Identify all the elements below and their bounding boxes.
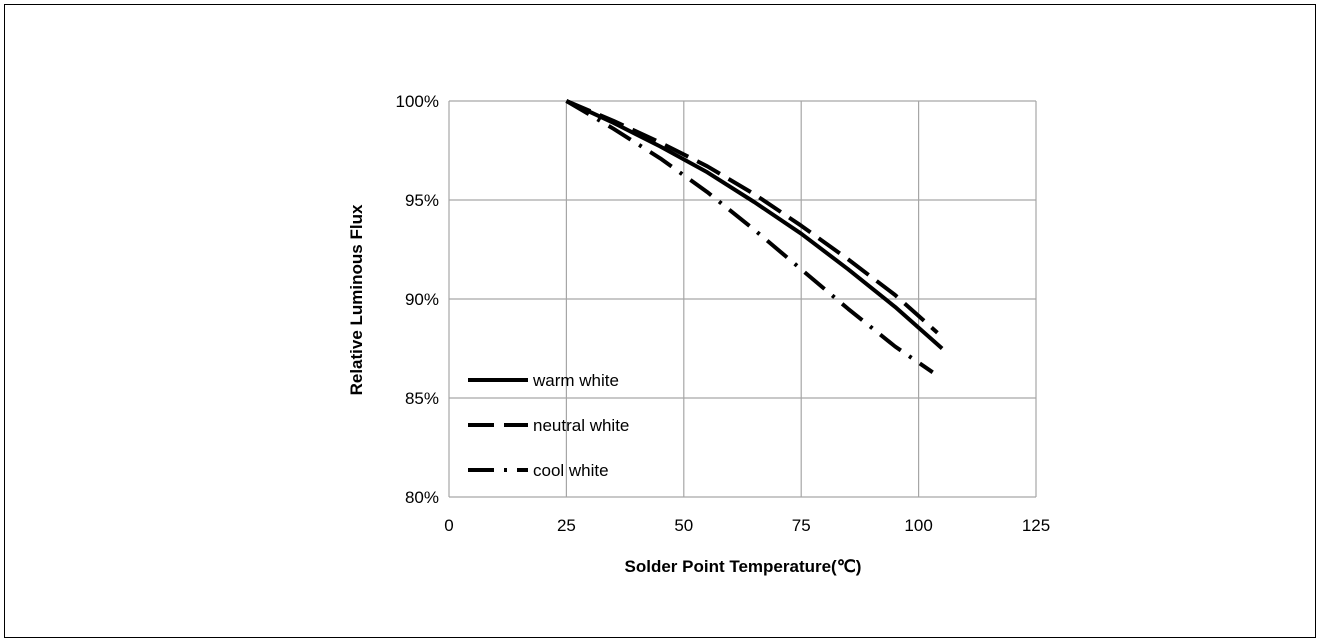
series-line-neutral-white [565, 99, 939, 335]
x-tick-label: 125 [1022, 516, 1050, 535]
y-tick-label: 80% [405, 488, 439, 507]
y-tick-labels: 80% 85% 90% 95% 100% [396, 92, 439, 507]
x-tick-label: 50 [674, 516, 693, 535]
y-tick-label: 90% [405, 290, 439, 309]
y-axis-title: Relative Luminous Flux [347, 204, 366, 395]
x-tick-label: 75 [792, 516, 811, 535]
x-tick-label: 100 [904, 516, 932, 535]
series-line-cool-white [565, 99, 934, 374]
legend-label-neutral-white: neutral white [533, 416, 629, 435]
chart-frame [4, 4, 1316, 638]
y-tick-label: 100% [396, 92, 439, 111]
x-tick-label: 25 [557, 516, 576, 535]
legend-label-warm-white: warm white [532, 371, 619, 390]
series-line-warm-white [565, 99, 944, 350]
x-tick-labels: 0 25 50 75 100 125 [444, 516, 1050, 535]
legend: warm white neutral white cool white [468, 371, 629, 480]
x-tick-label: 0 [444, 516, 453, 535]
y-tick-label: 95% [405, 191, 439, 210]
grid-lines [448, 100, 1037, 498]
series-lines [565, 99, 944, 374]
x-axis-title: Solder Point Temperature(℃) [625, 557, 862, 576]
legend-label-cool-white: cool white [533, 461, 609, 480]
y-tick-label: 85% [405, 389, 439, 408]
